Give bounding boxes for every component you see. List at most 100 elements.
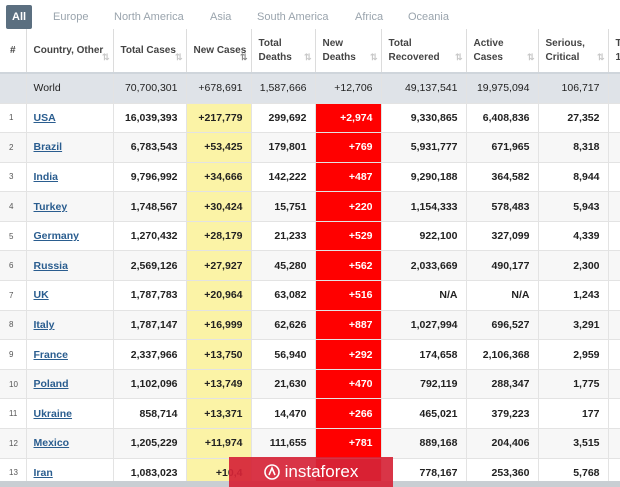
- country-link[interactable]: Iran: [33, 466, 53, 479]
- tab-oceania[interactable]: Oceania: [408, 11, 449, 23]
- total-deaths-cell: 179,801: [251, 132, 316, 163]
- column-header-label: Serious, Critical: [545, 37, 585, 63]
- country-cell: Italy: [26, 310, 114, 341]
- country-cell: Mexico: [26, 428, 114, 459]
- sort-icon: ⇅: [369, 52, 377, 62]
- more-cell: [608, 162, 620, 193]
- total-deaths-cell: 111,655: [251, 428, 316, 459]
- country-link[interactable]: France: [33, 348, 68, 361]
- country-link[interactable]: USA: [33, 111, 56, 124]
- rank-cell: 11: [0, 398, 27, 430]
- country-link[interactable]: Brazil: [33, 141, 63, 154]
- total-recovered-cell: 9,330,865: [381, 103, 467, 134]
- table-row: 10 Poland 1,102,096 +13,749 21,630 +470 792,11…: [0, 369, 620, 400]
- new-cases-cell: +11,974: [186, 428, 252, 459]
- rank-cell: 4: [0, 191, 27, 222]
- rank-cell: 2: [0, 132, 27, 163]
- column-header-new-deaths[interactable]: New Deaths ⇅: [315, 29, 382, 74]
- tab-africa[interactable]: Africa: [355, 11, 384, 23]
- country-link[interactable]: India: [33, 170, 59, 183]
- sort-icon: ⇅: [303, 52, 311, 62]
- active-cases-cell: 379,223: [466, 398, 539, 430]
- total-deaths-cell: 142,222: [251, 162, 316, 193]
- total-cases-cell: 2,569,126: [113, 250, 187, 282]
- sort-icon: ⇅: [526, 52, 534, 62]
- table-row: 6 Russia 2,569,126 +27,927 45,280 +562 2,033,6…: [0, 250, 620, 282]
- new-deaths-cell: +769: [315, 132, 382, 163]
- column-header-label: Total Deaths: [258, 37, 292, 63]
- serious-critical-cell: 1,243: [538, 280, 609, 311]
- total-cases-cell: 1,102,096: [113, 369, 187, 400]
- column-header-total-deaths[interactable]: Total Deaths ⇅: [251, 29, 316, 74]
- new-deaths-cell: +2,974: [315, 103, 382, 134]
- tab-asia[interactable]: Asia: [210, 11, 232, 23]
- new-deaths-cell: +12,706: [315, 73, 382, 104]
- serious-critical-cell: 2,959: [538, 339, 609, 370]
- total-cases-cell: 1,270,432: [113, 221, 187, 252]
- more-cell: [608, 103, 620, 134]
- rank-cell: 8: [0, 310, 27, 341]
- column-header-total-recovered[interactable]: Total Recovered ⇅: [381, 29, 467, 74]
- table-row: 7 UK 1,787,783 +20,964 63,082 +516 N/A N/A 1,243: [0, 280, 620, 311]
- country-cell: Ukraine: [26, 398, 114, 430]
- column-header-more[interactable]: T 1: [608, 29, 620, 74]
- country-link[interactable]: Russia: [33, 259, 68, 272]
- table-header-row: # Country, Other ⇅ Total Cases ⇅ New Cases…: [0, 29, 620, 74]
- total-cases-cell: 9,796,992: [113, 162, 187, 193]
- total-deaths-cell: 1,587,666: [251, 73, 316, 104]
- serious-critical-cell: 2,300: [538, 250, 609, 282]
- column-header-new-cases[interactable]: New Cases ⇅: [186, 29, 252, 74]
- table-row: 4 Turkey 1,748,567 +30,424 15,751 +220 1,154,3…: [0, 191, 620, 222]
- new-cases-cell: +20,964: [186, 280, 252, 311]
- country-cell: Poland: [26, 369, 114, 400]
- column-header-total-cases[interactable]: Total Cases ⇅: [113, 29, 187, 74]
- more-cell: [608, 310, 620, 341]
- column-header-serious-critical[interactable]: Serious, Critical ⇅: [538, 29, 609, 74]
- total-recovered-cell: N/A: [381, 280, 467, 311]
- new-cases-cell: +678,691: [186, 73, 252, 104]
- total-cases-cell: 1,748,567: [113, 191, 187, 222]
- serious-critical-cell: 1,775: [538, 369, 609, 400]
- column-header-country[interactable]: Country, Other ⇅: [26, 29, 114, 74]
- total-deaths-cell: 299,692: [251, 103, 316, 134]
- new-deaths-cell: +487: [315, 162, 382, 193]
- column-header-rank[interactable]: #: [0, 29, 27, 74]
- tab-all[interactable]: All: [6, 5, 33, 29]
- serious-critical-cell: 106,717: [538, 73, 609, 104]
- country-cell: India: [26, 162, 114, 193]
- more-cell: [608, 369, 620, 400]
- serious-critical-cell: 3,291: [538, 310, 609, 341]
- rank-cell: 6: [0, 250, 27, 282]
- table-row: 1 USA 16,039,393 +217,779 299,692 +2,974 9,330…: [0, 103, 620, 134]
- country-link[interactable]: Poland: [33, 378, 69, 391]
- serious-critical-cell: 27,352: [538, 103, 609, 134]
- country-link[interactable]: Turkey: [33, 200, 68, 213]
- tab-south-america[interactable]: South America: [257, 11, 329, 23]
- column-header-active-cases[interactable]: Active Cases ⇅: [466, 29, 539, 74]
- active-cases-cell: 19,975,094: [466, 73, 539, 104]
- serious-critical-cell: 8,318: [538, 132, 609, 163]
- column-header-label: #: [9, 44, 16, 56]
- country-link[interactable]: Italy: [33, 318, 55, 331]
- new-deaths-cell: +266: [315, 398, 382, 430]
- active-cases-cell: 578,483: [466, 191, 539, 222]
- rank-cell: 12: [0, 428, 27, 459]
- total-recovered-cell: 49,137,541: [381, 73, 467, 104]
- tab-europe[interactable]: Europe: [53, 11, 89, 23]
- country-cell: World: [26, 73, 114, 104]
- tab-north-america[interactable]: North America: [114, 11, 184, 23]
- country-link[interactable]: Germany: [33, 230, 80, 243]
- country-link[interactable]: Mexico: [33, 437, 70, 450]
- more-cell: [608, 250, 620, 282]
- total-recovered-cell: 792,119: [381, 369, 467, 400]
- sort-icon: ⇅: [596, 52, 604, 62]
- serious-critical-cell: 177: [538, 398, 609, 430]
- column-header-label: New Deaths: [322, 37, 356, 63]
- country-link[interactable]: UK: [33, 289, 49, 302]
- total-recovered-cell: 465,021: [381, 398, 467, 430]
- total-deaths-cell: 21,233: [251, 221, 316, 252]
- new-cases-cell: +13,750: [186, 339, 252, 370]
- table-row: 9 France 2,337,966 +13,750 56,940 +292 174,658…: [0, 339, 620, 370]
- country-link[interactable]: Ukraine: [33, 407, 73, 420]
- new-deaths-cell: +887: [315, 310, 382, 341]
